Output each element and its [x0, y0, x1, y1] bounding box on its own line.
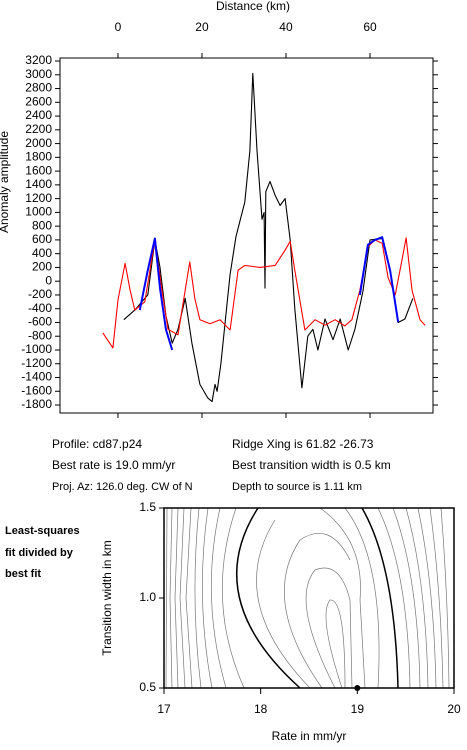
- x-tick-label: 60: [363, 20, 377, 34]
- y-tick-label: 2800: [25, 81, 52, 95]
- contours: [165, 507, 450, 689]
- y-tick-label: -1600: [21, 383, 52, 397]
- x-tick-label: 0: [115, 20, 122, 34]
- y-tick-label: -1000: [21, 342, 52, 356]
- y-tick-label: 3200: [25, 53, 52, 67]
- contour: [174, 507, 179, 689]
- contour: [194, 507, 202, 689]
- y-tick-label: 1000: [25, 205, 52, 219]
- y-tick-label: -400: [28, 301, 52, 315]
- contour: [221, 507, 245, 689]
- annotation: Profile: cd87.p24: [52, 437, 142, 451]
- contour: [305, 567, 353, 689]
- contour: [405, 507, 429, 689]
- contour: [361, 507, 399, 689]
- y-axis-label: Anomaly amplitude: [0, 131, 11, 233]
- contour: [392, 507, 421, 689]
- contour: [429, 507, 444, 689]
- y-tick-label: -1200: [21, 356, 52, 370]
- plot-frame: [59, 57, 434, 414]
- contour: [256, 519, 311, 689]
- contour: [236, 507, 301, 689]
- contour: [210, 507, 227, 689]
- y-tick-label: 2400: [25, 108, 52, 122]
- contour: [377, 507, 411, 689]
- y-tick-label: 2600: [25, 94, 52, 108]
- contour: [344, 507, 380, 689]
- y-tick-label: -1400: [21, 370, 52, 384]
- best-fit-point: [354, 685, 361, 691]
- x-tick-label: 40: [279, 20, 293, 34]
- note: best fit: [5, 568, 41, 580]
- note: fit divided by: [5, 547, 74, 559]
- contour: [165, 507, 168, 689]
- note: Least-squares: [5, 525, 80, 537]
- y-tick-label: 200: [32, 260, 52, 274]
- x-axis-label: Rate in mm/yr: [272, 729, 347, 743]
- contour: [179, 507, 186, 689]
- x-tick-label: 19: [351, 702, 365, 716]
- contour: [185, 507, 193, 689]
- x-tick-label: 20: [447, 702, 461, 716]
- y-tick-label: 400: [32, 246, 52, 260]
- series-line: [138, 236, 400, 351]
- y-tick-label: 1200: [25, 191, 52, 205]
- y-tick-label: 3000: [25, 67, 52, 81]
- y-tick-label: 0: [45, 273, 52, 287]
- y-tick-label: -200: [28, 287, 52, 301]
- y-tick-label: 600: [32, 232, 52, 246]
- y-tick-label: 1.5: [139, 500, 156, 514]
- x-tick-label: 17: [157, 702, 171, 716]
- y-tick-label: 1.0: [139, 590, 156, 604]
- contour: [417, 507, 437, 689]
- x-axis-label: Distance (km): [216, 0, 290, 13]
- y-tick-label: 0.5: [139, 680, 156, 694]
- contour: [319, 507, 366, 689]
- y-tick-label: 1400: [25, 177, 52, 191]
- y-tick-label: -800: [28, 328, 52, 342]
- y-tick-label: 2200: [25, 122, 52, 136]
- contour: [440, 507, 450, 689]
- y-tick-label: 800: [32, 218, 52, 232]
- contour: [169, 507, 173, 689]
- y-tick-label: 1600: [25, 163, 52, 177]
- annotation: Ridge Xing is 61.82 -26.73: [232, 437, 374, 451]
- x-tick-label: 20: [195, 20, 209, 34]
- y-tick-label: 1800: [25, 150, 52, 164]
- annotation: Proj. Az: 126.0 deg. CW of N: [52, 481, 193, 493]
- y-tick-label: 2000: [25, 136, 52, 150]
- y-axis-label: Transition width in km: [100, 540, 114, 656]
- annotation: Depth to source is 1.11 km: [232, 481, 362, 493]
- annotation: Best rate is 19.0 mm/yr: [52, 458, 175, 472]
- series-line: [123, 72, 414, 403]
- y-tick-label: -600: [28, 315, 52, 329]
- contour: [284, 532, 351, 689]
- contour: [325, 599, 346, 689]
- x-tick-label: 18: [254, 702, 268, 716]
- y-tick-label: -1800: [21, 397, 52, 411]
- contour: [202, 507, 213, 689]
- annotation: Best transition width is 0.5 km: [232, 458, 391, 472]
